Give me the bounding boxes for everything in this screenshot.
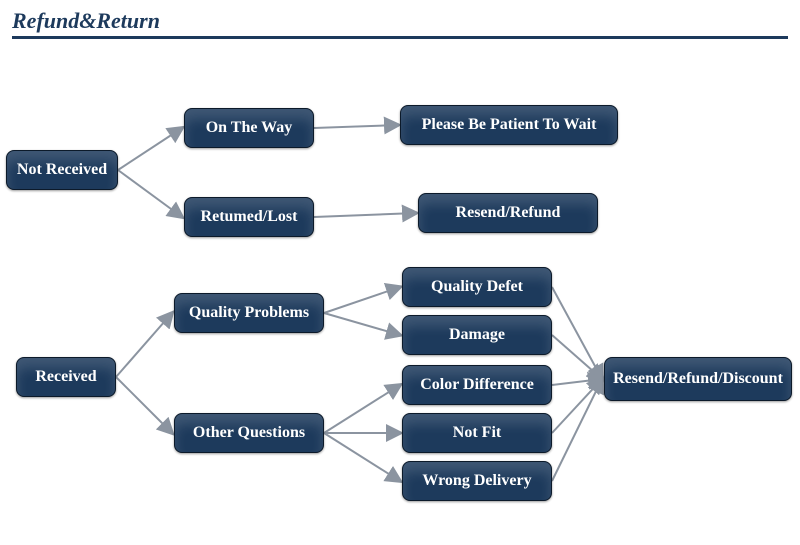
edge [118, 170, 182, 217]
flowchart-canvas: Not Received On The Way Retumed/Lost Please… [0, 45, 800, 545]
edge [552, 379, 602, 481]
node-not-received: Not Received [6, 150, 118, 190]
edge [324, 385, 400, 433]
edge [314, 213, 416, 217]
edge [552, 335, 602, 379]
node-quality-problems: Quality Problems [174, 293, 324, 333]
node-other-questions: Other Questions [174, 413, 324, 453]
edge [314, 125, 398, 128]
node-resend-refund-disc: Resend/Refund/Discount [604, 357, 792, 401]
edge [324, 313, 400, 335]
node-wrong-delivery: Wrong Delivery [402, 461, 552, 501]
node-quality-defect: Quality Defet [402, 267, 552, 307]
header: Refund&Return [0, 0, 800, 45]
node-please-wait: Please Be Patient To Wait [400, 105, 618, 145]
node-returned-lost: Retumed/Lost [184, 197, 314, 237]
node-color-difference: Color Difference [402, 365, 552, 405]
title-underline [12, 36, 788, 39]
node-on-the-way: On The Way [184, 108, 314, 148]
edge [324, 287, 400, 313]
node-damage: Damage [402, 315, 552, 355]
node-not-fit: Not Fit [402, 413, 552, 453]
node-received: Received [16, 357, 116, 397]
edge [118, 128, 182, 170]
page-title: Refund&Return [12, 8, 788, 34]
edge [552, 379, 602, 433]
edge [552, 379, 602, 385]
node-resend-refund: Resend/Refund [418, 193, 598, 233]
edge [116, 377, 172, 433]
edge [324, 433, 400, 481]
edge [552, 287, 602, 379]
edge [116, 313, 172, 377]
